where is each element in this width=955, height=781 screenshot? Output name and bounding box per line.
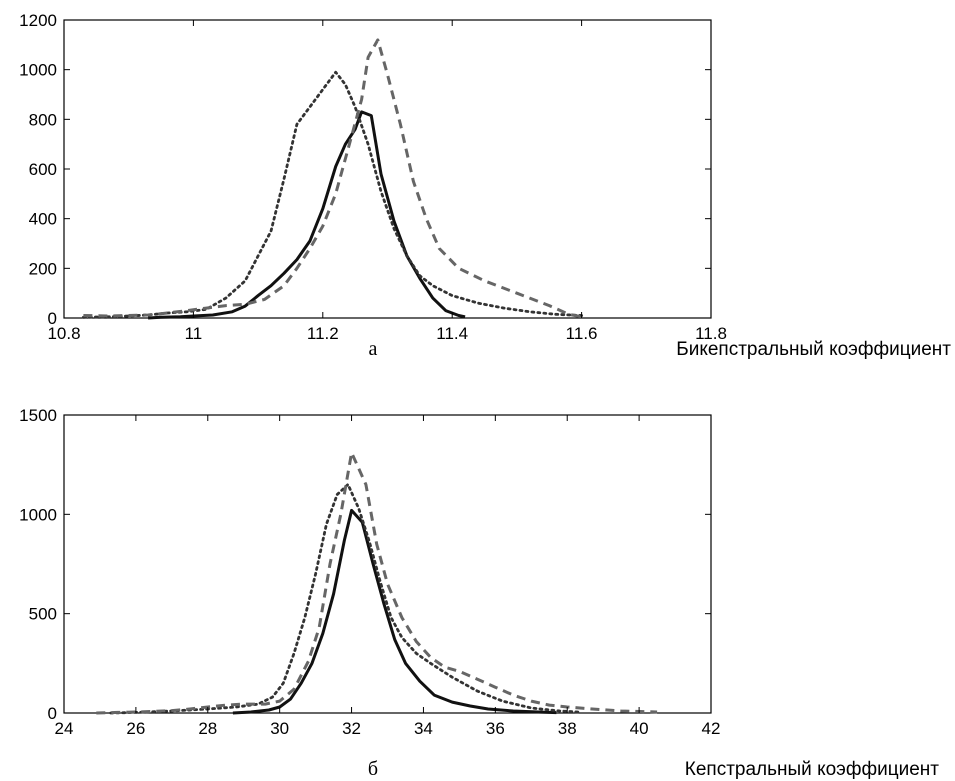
series-line-a-solid — [148, 110, 466, 320]
x-tick-label-b-8: 40 — [630, 719, 649, 738]
y-tick-label-a-0: 0 — [48, 309, 57, 328]
x-tick-label-a-5: 11.8 — [695, 324, 727, 343]
x-tick-label-b-5: 34 — [414, 719, 433, 738]
x-tick-label-b-9: 42 — [702, 719, 721, 738]
y-tick-label-b-3: 1500 — [19, 406, 57, 425]
y-tick-label-a-5: 1000 — [19, 61, 57, 80]
x-tick-label-a-3: 11.4 — [436, 324, 468, 343]
x-tick-label-a-4: 11.6 — [566, 324, 598, 343]
y-tick-label-a-2: 400 — [29, 210, 57, 229]
x-axis-label-b: Кепстральный коэффициент — [685, 759, 940, 780]
chart-panel-a: 10.8 11 11.2 11.4 11.6 11.8 0 200 400 600 800 1000 1… — [19, 11, 951, 360]
y-tick-label-a-6: 1200 — [19, 11, 57, 30]
x-tick-label-b-7: 38 — [558, 719, 577, 738]
y-tick-label-a-4: 800 — [29, 110, 57, 129]
ticks-layer-b: 24 26 28 30 32 34 36 38 40 42 0 500 1000 1500 — [19, 406, 720, 738]
x-tick-label-b-1: 26 — [126, 719, 145, 738]
x-axis-label-a: Бикепстральный коэффициент — [676, 339, 951, 360]
series-layer-b — [96, 451, 658, 715]
panel-label-a: а — [369, 338, 378, 360]
plot-area-b — [63, 414, 712, 714]
ticks-layer-a: 10.8 11 11.2 11.4 11.6 11.8 0 200 400 600 800 1000 1… — [19, 11, 727, 343]
x-tick-label-b-2: 28 — [198, 719, 217, 738]
x-tick-label-a-2: 11.2 — [307, 324, 339, 343]
y-tick-label-a-1: 200 — [29, 259, 57, 278]
panel-label-b: б — [368, 758, 378, 780]
series-line-b-solid — [232, 508, 557, 715]
plot-area-a — [63, 19, 712, 319]
x-tick-label-a-1: 11 — [185, 324, 203, 343]
series-line-a-dotted — [82, 70, 583, 319]
y-tick-label-b-1: 500 — [29, 605, 57, 624]
series-line-a-dashed — [83, 38, 582, 319]
chart-panel-b: 24 26 28 30 32 34 36 38 40 42 0 500 1000 1500 б Кепст… — [19, 406, 939, 780]
y-tick-label-b-0: 0 — [48, 704, 57, 723]
series-line-b-dotted — [109, 483, 580, 715]
x-tick-label-b-3: 30 — [270, 719, 289, 738]
x-tick-label-b-6: 36 — [486, 719, 505, 738]
series-line-b-dashed — [96, 451, 658, 715]
x-tick-label-b-4: 32 — [342, 719, 361, 738]
y-tick-label-b-2: 1000 — [19, 505, 57, 524]
x-tick-label-a-0: 10.8 — [47, 324, 80, 343]
x-tick-label-b-0: 24 — [55, 719, 74, 738]
series-layer-a — [82, 38, 583, 320]
y-tick-label-a-3: 600 — [29, 160, 57, 179]
